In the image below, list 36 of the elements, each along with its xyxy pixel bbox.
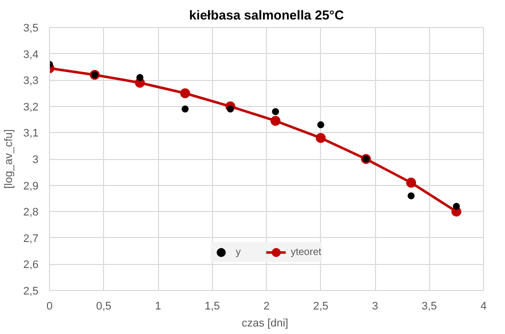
point: [226, 106, 234, 113]
point: [182, 106, 189, 113]
point: [180, 88, 190, 98]
x-tick-label: 2: [263, 300, 270, 312]
point: [408, 192, 415, 200]
y-tick-label: 2,6: [23, 259, 39, 272]
point: [452, 202, 460, 210]
y-tick-label: 2,7: [23, 232, 39, 245]
x-tick-label: 0,5: [96, 300, 112, 312]
point: [136, 74, 144, 81]
x-axis-title: czas [dni]: [242, 318, 288, 330]
point: [272, 108, 280, 116]
point: [317, 121, 324, 128]
point: [316, 132, 326, 143]
y-axis-title: [log_av_cfu]: [3, 129, 16, 189]
y-tick-label: 3: [32, 154, 39, 166]
y-tick-label: 3,4: [23, 48, 39, 61]
x-tick-label: 2,5: [313, 300, 328, 312]
y-tick-label: 2,9: [23, 180, 39, 192]
x-tick-label: 0: [46, 300, 53, 312]
y-tick-label: 3,5: [23, 22, 39, 34]
chart-title: kiełbasa salmonella 25°C: [189, 8, 344, 22]
legend-label: y: [236, 246, 242, 258]
x-tick-label: 4: [480, 300, 487, 312]
y-tick-label: 2,8: [23, 206, 39, 219]
x-tick-label: 1,5: [204, 300, 220, 312]
x-tick-label: 3,5: [422, 300, 437, 312]
x-tick-label: 3: [372, 300, 378, 312]
point: [406, 178, 416, 188]
y-tick-label: 3,1: [23, 128, 39, 140]
y-tick-label: 3,3: [23, 75, 39, 88]
legend-label: yteoret: [290, 246, 322, 258]
y-tick-label: 2,5: [23, 286, 39, 298]
y-tick-label: 3,2: [23, 101, 39, 114]
x-tick-label: 1: [154, 300, 162, 312]
point: [270, 116, 281, 126]
